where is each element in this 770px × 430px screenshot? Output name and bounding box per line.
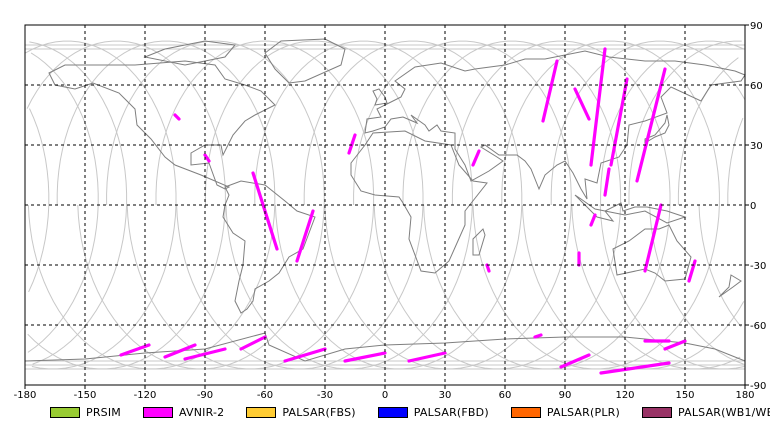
eurasia-coastline: [364, 50, 746, 200]
avnir-2-swath: [663, 339, 687, 351]
legend-label: PALSAR(PLR): [546, 405, 620, 419]
legend-item-palsar-wb: PALSAR(WB1/WB2): [642, 406, 770, 419]
africa-coastline: [350, 130, 488, 274]
legend-label: AVNIR-2: [179, 405, 225, 419]
legend-label: PALSAR(WB1/WB2): [678, 405, 770, 419]
greenland-sea-ice-coastline: [143, 40, 236, 66]
longitude-tick-label: -120: [134, 390, 157, 401]
orbit-track: [26, 40, 744, 370]
avnir-2-swath: [163, 343, 197, 359]
avnir-2-swath: [559, 353, 591, 369]
avnir-2-swath: [573, 87, 591, 121]
legend-label: PALSAR(FBS): [282, 405, 356, 419]
avnir-2-swath: [485, 263, 491, 273]
avnir-2-observation-swaths: [119, 47, 697, 375]
avnir-2-swath: [343, 351, 387, 363]
legend-swatch: [377, 406, 408, 418]
north-america-coastline: [48, 60, 276, 190]
latitude-tick-label: -60: [750, 321, 766, 332]
avnir-2-swath: [643, 203, 663, 273]
orbit-track: [225, 40, 473, 370]
longitude-tick-label: 120: [615, 390, 634, 401]
south-america-coastline: [222, 180, 316, 314]
avnir-2-swath: [589, 47, 607, 167]
orbit-track: [274, 40, 523, 370]
legend-swatch: [143, 406, 173, 418]
latitude-tick-label: 30: [750, 141, 763, 152]
latitude-tick-label: 60: [750, 81, 763, 92]
avnir-2-swath: [599, 361, 671, 375]
avnir-2-swath: [541, 59, 559, 123]
avnir-2-swath: [471, 149, 481, 167]
legend-swatch: [642, 406, 672, 418]
legend-item-palsar-plr: PALSAR(PLR): [510, 405, 620, 419]
avnir-2-swath: [533, 333, 543, 339]
legend-swatch: [50, 406, 80, 418]
avnir-2-swath: [295, 209, 315, 263]
longitude-tick-label: -30: [317, 390, 333, 401]
legend-item-avnir-2: AVNIR-2: [143, 406, 224, 419]
madagascar-coastline: [472, 228, 486, 256]
latitude-tick-label: -30: [750, 261, 766, 272]
legend-swatch: [246, 406, 277, 418]
avnir-2-swath: [407, 351, 447, 363]
uk-coastline: [372, 88, 388, 106]
avnir-2-swath: [347, 133, 357, 155]
legend-label: PRSIM: [86, 405, 121, 419]
avnir-2-swath: [609, 77, 629, 167]
avnir-2-swath: [283, 347, 327, 363]
avnir-2-swath: [635, 67, 667, 183]
longitude-tick-label: -150: [74, 390, 97, 401]
lat-lon-grid: [25, 25, 745, 385]
avnir-2-swath: [687, 259, 697, 283]
indonesia-coastline: [574, 194, 687, 224]
avnir-2-swath: [183, 347, 227, 361]
longitude-tick-label: -90: [197, 390, 213, 401]
longitude-tick-label: 150: [675, 390, 694, 401]
axis-tick-labels: -180 -150 -120 -90 -60 -30 0 30 60 90 120 150 180 90 6…: [14, 21, 767, 401]
avnir-2-swath: [589, 213, 597, 227]
legend-item-prism: PRSIM: [50, 406, 121, 419]
avnir-2-swath: [239, 335, 267, 351]
avnir-2-swath: [603, 167, 611, 197]
legend-item-palsar-fbd: PALSAR(FBD): [377, 405, 489, 419]
longitude-tick-label: 180: [735, 390, 754, 401]
longitude-tick-label: -60: [257, 390, 273, 401]
legend: PRSIM AVNIR-2 PALSAR(FBS) PALSAR(FBD) PA…: [50, 404, 770, 420]
orbit-track: [27, 40, 276, 370]
longitude-tick-label: 30: [439, 390, 452, 401]
legend-label: PALSAR(FBD): [413, 405, 489, 419]
avnir-2-swath: [203, 153, 211, 163]
latitude-tick-label: -90: [750, 381, 766, 392]
legend-item-palsar-fbs: PALSAR(FBS): [246, 405, 356, 419]
longitude-tick-label: 0: [382, 390, 388, 401]
longitude-tick-label: 90: [559, 390, 572, 401]
latitude-tick-label: 90: [750, 21, 763, 32]
greenland-coastline: [264, 38, 346, 84]
legend-swatch: [510, 406, 541, 418]
longitude-tick-label: -180: [14, 390, 37, 401]
new-zealand-coastline: [718, 274, 742, 298]
avnir-2-swath: [173, 113, 181, 121]
longitude-tick-label: 60: [499, 390, 512, 401]
latitude-tick-label: 0: [750, 201, 756, 212]
avnir-2-swath: [119, 343, 151, 357]
